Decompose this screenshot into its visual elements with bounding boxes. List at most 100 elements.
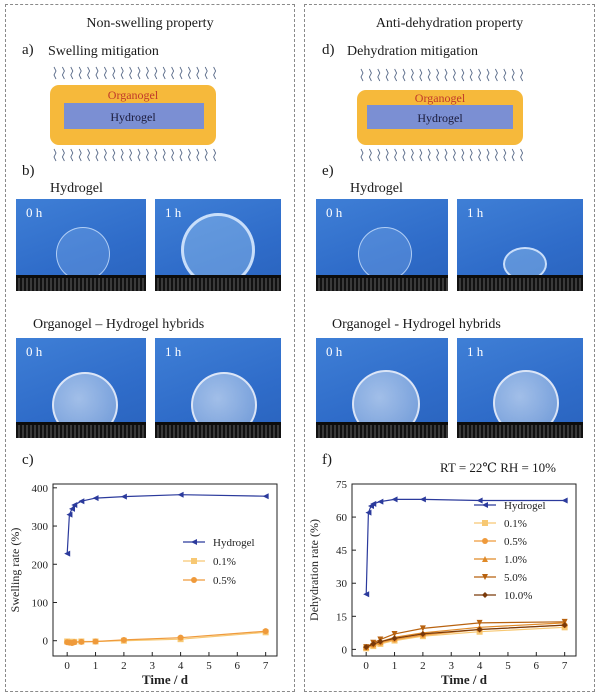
y-tick-label: 100	[32, 597, 49, 609]
panel-b-hydrogel-label: Hydrogel	[50, 181, 103, 196]
polymer-chain	[95, 148, 99, 162]
polymer-chain	[213, 148, 217, 162]
legend-marker	[191, 577, 197, 583]
y-tick-label: 45	[336, 545, 348, 557]
right-column-frame	[304, 4, 595, 692]
y-tick-label: 15	[336, 611, 348, 623]
swollen-hydrogel-disc	[181, 213, 255, 287]
data-point	[419, 625, 426, 632]
y-axis-label: Swelling rate (%)	[8, 528, 22, 613]
y-tick-label: 75	[336, 479, 348, 491]
polymer-chain	[95, 66, 99, 80]
data-point	[391, 635, 398, 642]
x-tick-label: 6	[534, 660, 540, 672]
data-point	[177, 491, 184, 498]
legend-label: 0.1%	[504, 518, 527, 530]
polymer-chain	[503, 68, 507, 82]
y-axis-label: Dehydration rate (%)	[307, 519, 321, 621]
legend-label: 5.0%	[504, 572, 527, 584]
polymer-chain	[129, 66, 133, 80]
legend-marker	[482, 574, 488, 580]
data-point	[476, 619, 483, 626]
legend-label: 1.0%	[504, 554, 527, 566]
data-point	[370, 500, 377, 507]
polymer-chain	[402, 68, 406, 82]
legend-entry: 1.0%	[474, 554, 527, 566]
polymer-chain	[87, 148, 91, 162]
polymer-chain	[427, 68, 431, 82]
polymer-chain	[461, 148, 465, 162]
time-label: 0 h	[326, 344, 343, 359]
polymer-chain	[494, 148, 498, 162]
left-column-frame	[5, 4, 295, 692]
polymer-chain	[402, 148, 406, 162]
panel-f-letter: f)	[322, 452, 332, 468]
polymer-chain	[520, 148, 524, 162]
ruler	[316, 275, 448, 291]
polymer-chain	[394, 148, 398, 162]
legend-label: 0.5%	[504, 536, 527, 548]
polymer-chain	[503, 148, 507, 162]
data-point	[68, 505, 75, 512]
polymer-chain	[204, 66, 208, 80]
dehydration-schematic: Organogel Hydrogel	[357, 68, 524, 145]
data-point	[419, 630, 426, 637]
dehydration-schematic-bottom-chains	[360, 148, 524, 162]
y-tick-label: 400	[32, 483, 49, 495]
polymer-chain	[377, 148, 381, 162]
polymer-chain	[103, 148, 107, 162]
x-tick-label: 5	[505, 660, 511, 672]
polymer-chain	[213, 66, 217, 80]
polymer-chain	[196, 66, 200, 80]
polymer-chain	[154, 66, 158, 80]
polymer-chain	[360, 68, 364, 82]
x-axis-label: Time / d	[441, 672, 488, 687]
photo-hybrid-dehydration-1h: 1 h	[457, 338, 583, 438]
x-tick-label: 0	[363, 660, 369, 672]
data-point	[561, 622, 568, 629]
polymer-chain	[70, 66, 74, 80]
x-tick-label: 4	[477, 660, 483, 672]
polymer-chain	[204, 148, 208, 162]
polymer-chain	[452, 68, 456, 82]
data-point	[561, 618, 568, 625]
panel-e-hybrid-label: Organogel - Hydrogel hybrids	[332, 317, 501, 332]
x-tick-label: 3	[149, 660, 155, 672]
polymer-chain	[410, 148, 414, 162]
polymer-chain	[61, 148, 65, 162]
polymer-chain	[129, 148, 133, 162]
x-tick-label: 1	[93, 660, 99, 672]
data-point	[391, 496, 398, 503]
series-0.5%	[64, 628, 269, 647]
polymer-chain	[461, 68, 465, 82]
data-point	[561, 497, 568, 504]
legend-marker	[191, 539, 197, 545]
polymer-chain	[436, 148, 440, 162]
legend-marker	[482, 502, 488, 508]
polymer-chain	[360, 148, 364, 162]
polymer-chain	[145, 148, 149, 162]
top-chain-row	[53, 66, 217, 80]
polymer-chain	[469, 68, 473, 82]
polymer-chain	[187, 66, 191, 80]
polymer-chain	[162, 66, 166, 80]
data-point	[419, 496, 426, 503]
ruler	[155, 275, 281, 291]
data-point	[262, 628, 269, 635]
swelling-rate-chart: 0 1 2 3 4 5 6 7 0 100 200 300 400 Time / d Swelling ra…	[8, 483, 278, 687]
polymer-chain	[436, 68, 440, 82]
polymer-chain	[162, 148, 166, 162]
series-Hydrogel	[64, 491, 269, 557]
swelling-schematic-bottom-chains	[53, 148, 217, 162]
polymer-chain	[394, 68, 398, 82]
series-5.0%	[363, 618, 568, 651]
legend-label: Hydrogel	[504, 500, 546, 512]
ruler	[16, 422, 146, 438]
x-tick-label: 2	[121, 660, 127, 672]
polymer-chain	[444, 148, 448, 162]
polymer-chain	[103, 66, 107, 80]
polymer-chain	[53, 148, 57, 162]
hydrogel-core	[64, 103, 204, 129]
x-tick-label: 5	[206, 660, 212, 672]
